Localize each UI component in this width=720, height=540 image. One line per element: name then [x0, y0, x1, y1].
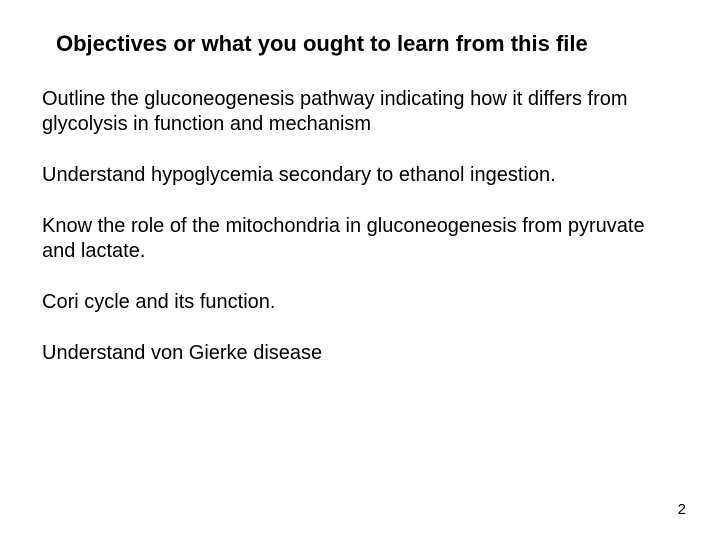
objective-item: Understand hypoglycemia secondary to eth… — [42, 163, 678, 188]
objective-item: Outline the gluconeogenesis pathway indi… — [42, 87, 678, 137]
objective-item: Cori cycle and its function. — [42, 290, 678, 315]
objective-item: Understand von Gierke disease — [42, 341, 678, 366]
slide-title: Objectives or what you ought to learn fr… — [56, 30, 678, 59]
objective-item: Know the role of the mitochondria in glu… — [42, 214, 678, 264]
slide: Objectives or what you ought to learn fr… — [0, 0, 720, 540]
page-number: 2 — [678, 501, 686, 518]
